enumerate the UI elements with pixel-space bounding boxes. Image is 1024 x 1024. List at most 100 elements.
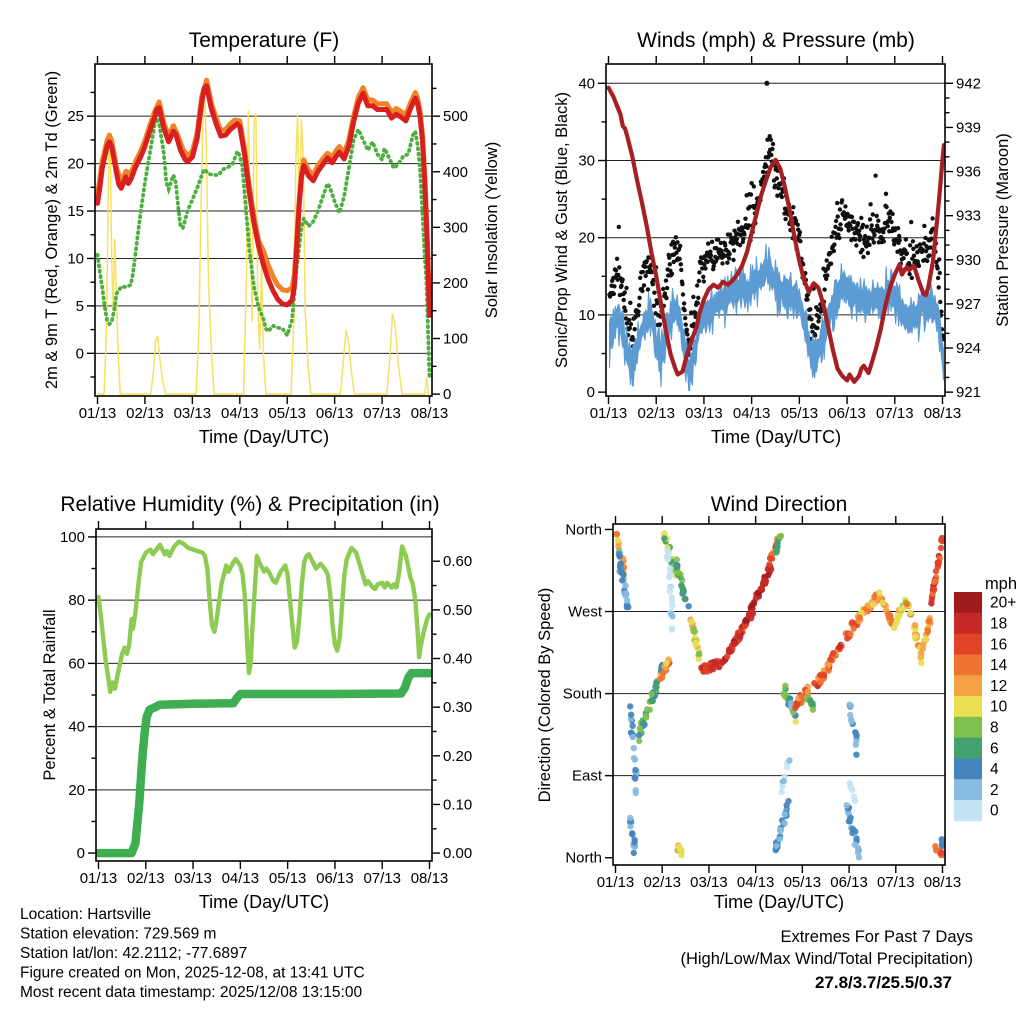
gust-dot <box>860 247 865 253</box>
gust-dot <box>663 278 669 283</box>
gust-dot <box>735 219 741 224</box>
gust-dot <box>680 292 686 297</box>
wind-direction-dot <box>773 842 780 850</box>
wind-direction-dot <box>632 789 639 797</box>
wind-direction-dot <box>825 667 832 674</box>
winds-plot-area: 01/13 02/13 03/13 04/13 05/13 06/13 07/13 08/13… <box>578 56 981 422</box>
wind-direction-dot <box>849 825 856 833</box>
wind-direction-dot <box>649 697 656 705</box>
tick-label: 06/13 <box>316 870 354 887</box>
wind-direction-dot <box>748 602 755 609</box>
tick-label: 0 <box>443 386 451 403</box>
gust-dot <box>617 265 622 270</box>
tick-label: 07/13 <box>363 870 401 887</box>
tick-label: 05/13 <box>781 405 819 422</box>
tick-label: 05/13 <box>268 405 306 422</box>
tick-label: 04/13 <box>737 874 775 891</box>
wind-direction-dot <box>847 702 854 709</box>
gust-dot <box>731 248 737 253</box>
wind-direction-dot <box>879 599 887 606</box>
gust-dot <box>816 319 821 324</box>
gust-dot <box>769 152 774 158</box>
wind-direction-dot <box>847 711 854 719</box>
temperature-plot-area: 01/13 02/13 03/13 04/13 05/13 06/13 07/13 08/13… <box>67 56 468 422</box>
wind-direction-dot <box>692 641 699 648</box>
tick-label: 930 <box>956 252 981 269</box>
gust-dot <box>627 325 632 331</box>
tick-label: 5 <box>76 298 84 315</box>
gust-dot <box>885 224 890 229</box>
wind-direction-dot <box>766 561 773 568</box>
wind-direction-dot <box>924 627 931 634</box>
wind-direction-dot <box>691 628 698 635</box>
gust-dot <box>723 243 728 248</box>
gust-dot <box>770 141 776 147</box>
wind-direction-dot <box>675 569 682 577</box>
tick-label: 12 <box>990 678 1007 695</box>
gust-dot <box>616 224 621 230</box>
gust-dot <box>679 267 684 273</box>
gust-dot <box>620 277 625 282</box>
wind-direction-dot <box>667 584 674 591</box>
gust-dot <box>835 200 840 206</box>
tick-label: 15 <box>67 203 84 220</box>
gust-dot <box>917 242 923 247</box>
wind-direction-dot <box>668 626 676 633</box>
colorbar-cell <box>954 716 982 738</box>
wind-direction-dot <box>922 636 929 643</box>
gust-dot <box>843 215 849 220</box>
wind-direction-dot <box>761 577 768 584</box>
gust-dot <box>858 234 863 239</box>
gust-dot <box>861 254 866 260</box>
tick-label: 921 <box>956 384 981 401</box>
wind-direction-dot <box>629 733 637 741</box>
gust-dot <box>929 236 934 241</box>
gust-dot <box>643 273 648 279</box>
footer-elevation: Station elevation: 729.569 m <box>20 926 216 943</box>
wind-direction-dot <box>907 609 914 617</box>
gust-dot <box>747 204 753 209</box>
wind-direction-dot <box>627 814 634 822</box>
gust-dot <box>849 214 855 220</box>
gust-dot <box>909 219 914 225</box>
gust-dot <box>667 262 672 267</box>
gust-dot <box>655 301 660 306</box>
gust-dot <box>795 222 800 227</box>
tick-label: 200 <box>443 275 468 292</box>
wind-direction-dot <box>622 592 629 600</box>
wind-direction-title: Wind Direction <box>711 493 848 516</box>
tick-label: 04/13 <box>222 870 260 887</box>
wind-direction-dot <box>871 593 878 601</box>
gust-dot <box>681 301 687 306</box>
tick-label: 8 <box>990 720 999 737</box>
tick-label: 0.20 <box>443 748 472 765</box>
wind-direction-dot <box>773 549 780 556</box>
wind-direction-dot <box>695 656 702 663</box>
gust-dot <box>680 282 685 287</box>
wind-direction-dot <box>702 664 710 671</box>
tick-label: 14 <box>990 657 1008 674</box>
gust-dot <box>828 250 833 256</box>
gust-dot <box>614 256 620 261</box>
wind-direction-dot <box>852 729 859 736</box>
tick-label: 20 <box>67 156 84 173</box>
humidity-title: Relative Humidity (%) & Precipitation (i… <box>60 493 439 516</box>
wind-direction-dot <box>630 755 638 762</box>
gust-dot <box>791 205 796 210</box>
gust-dot <box>624 285 629 291</box>
gust-dot <box>621 297 626 303</box>
gust-dot <box>683 322 688 327</box>
wind-direction-dot <box>809 706 817 713</box>
gust-dot <box>798 239 803 244</box>
wind-direction-dot <box>757 585 765 592</box>
gust-dot <box>683 315 688 321</box>
tick-label: North <box>565 850 602 867</box>
gust-dot <box>775 193 780 198</box>
gust-dot <box>708 253 714 258</box>
winds-series <box>606 80 945 392</box>
colorbar-cell <box>954 612 982 634</box>
colorbar-cell <box>954 779 982 801</box>
colorbar-cells: 20+ 18 16 14 12 10 8 6 4 2 0 <box>954 592 1016 822</box>
gust-dot <box>837 235 842 241</box>
